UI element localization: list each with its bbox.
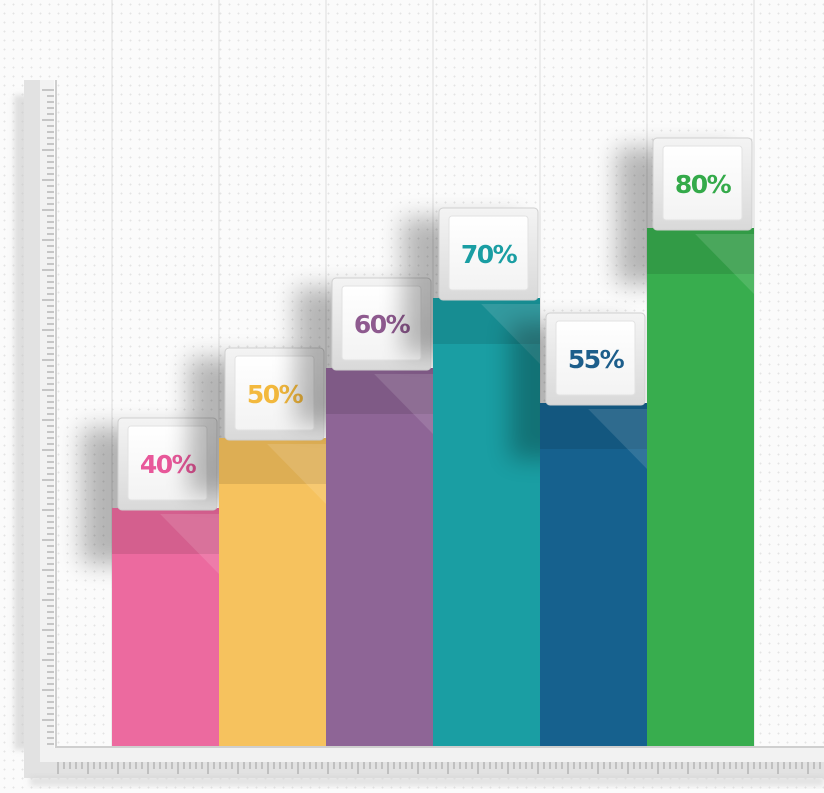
bar-value-label: 60% — [354, 310, 411, 339]
bar-group: 40% — [82, 417, 219, 746]
bar-label-face — [555, 320, 636, 396]
bar-shine — [695, 234, 754, 294]
bar-label-face — [448, 215, 529, 291]
bar — [326, 368, 433, 746]
bar-value-label: 80% — [675, 170, 732, 199]
bar-top-shade — [219, 438, 326, 484]
x-axis-ruler-ticks — [57, 762, 821, 774]
bar — [647, 228, 754, 746]
bar-value-label: 40% — [140, 450, 197, 479]
bar-value-label: 50% — [247, 380, 304, 409]
bar-group: 50% — [189, 347, 326, 746]
bar-group: 55% — [510, 312, 647, 746]
bar-value-label: 55% — [568, 345, 625, 374]
bars: 40% 50% 60% 70% 55% 80% — [82, 137, 754, 746]
bar-label-face — [662, 145, 743, 221]
bar-group: 80% — [617, 137, 754, 746]
bar-shine — [267, 444, 326, 504]
bar-group: 60% — [296, 277, 433, 746]
bar — [540, 403, 647, 746]
bar-top-shade — [647, 228, 754, 274]
x-axis-shadow — [30, 776, 824, 786]
chart-frame — [14, 80, 824, 786]
y-axis-ruler-ticks — [42, 89, 54, 745]
bar-value-label: 70% — [461, 240, 518, 269]
bar-top-shade — [112, 508, 219, 554]
bar-shine — [160, 514, 219, 574]
x-axis-band-face — [40, 748, 824, 762]
bar — [219, 438, 326, 746]
bar-top-shade — [540, 403, 647, 449]
bar — [112, 508, 219, 746]
bar-top-shade — [326, 368, 433, 414]
bar-shine — [588, 409, 647, 469]
bar-shine — [374, 374, 433, 434]
